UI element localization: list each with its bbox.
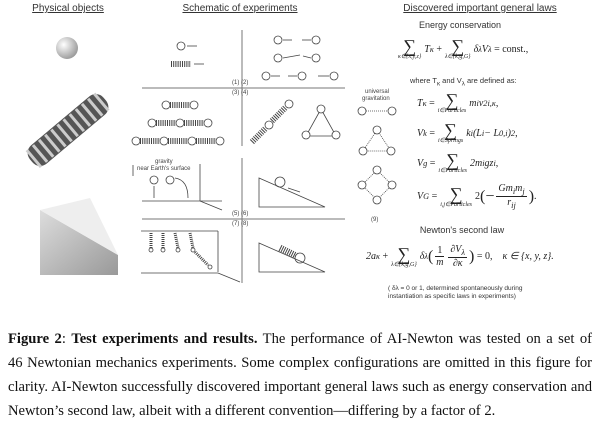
figure-drawings (25, 30, 397, 283)
label-panels-3-4: (3) (4) (232, 90, 249, 96)
wedge-image (40, 198, 118, 275)
surface-label: near Earth's surface (137, 166, 191, 172)
caption-title: Test experiments and results. (71, 331, 258, 347)
gravity-label: gravity (155, 159, 173, 165)
label-panels-7-8: (7) (8) (232, 221, 249, 227)
caption-colon: : (61, 331, 72, 347)
laws-header: Discovered important general laws (403, 3, 557, 14)
schematic-panels (131, 35, 397, 283)
caption-line-2: 46 Newtonian mechanics experiments. Some… (8, 355, 592, 371)
delta-note-line2: instantiation as specific laws in experi… (388, 293, 516, 300)
physical-objects-header: Physical objects (32, 3, 104, 14)
label-panels-5-6: (5) (6) (232, 211, 249, 217)
schematic-header: Schematic of experiments (182, 3, 298, 14)
universal-label: universal (365, 89, 390, 95)
ball-image (56, 37, 78, 59)
delta-note-line1: ( δλ = 0 or 1, determined spontaneously … (388, 285, 523, 292)
caption-text-1: The performance of AI-Newton was tested … (257, 331, 592, 347)
energy-conservation-title: Energy conservation (418, 20, 502, 30)
where-definition: where Tκ and Vλ are defined as: (410, 76, 517, 88)
label-panels-1-2: (1) (2) (232, 80, 249, 86)
caption-line-4: Newton’s second law, albeit with a diffe… (8, 403, 496, 419)
panel-dividers (142, 30, 345, 283)
spring-image (25, 92, 111, 168)
label-panel-9: (9) (371, 217, 379, 223)
caption-line-1: Figure 2: Test experiments and results. … (8, 330, 592, 348)
figure-number: Figure 2 (8, 331, 62, 347)
caption-line-3: clarity. AI-Newton successfully discover… (8, 379, 592, 395)
newton-second-law-title: Newton's second law (419, 225, 505, 235)
gravitation-label: gravitation (362, 96, 390, 102)
